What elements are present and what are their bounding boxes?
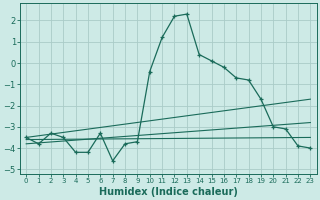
X-axis label: Humidex (Indice chaleur): Humidex (Indice chaleur): [99, 187, 238, 197]
